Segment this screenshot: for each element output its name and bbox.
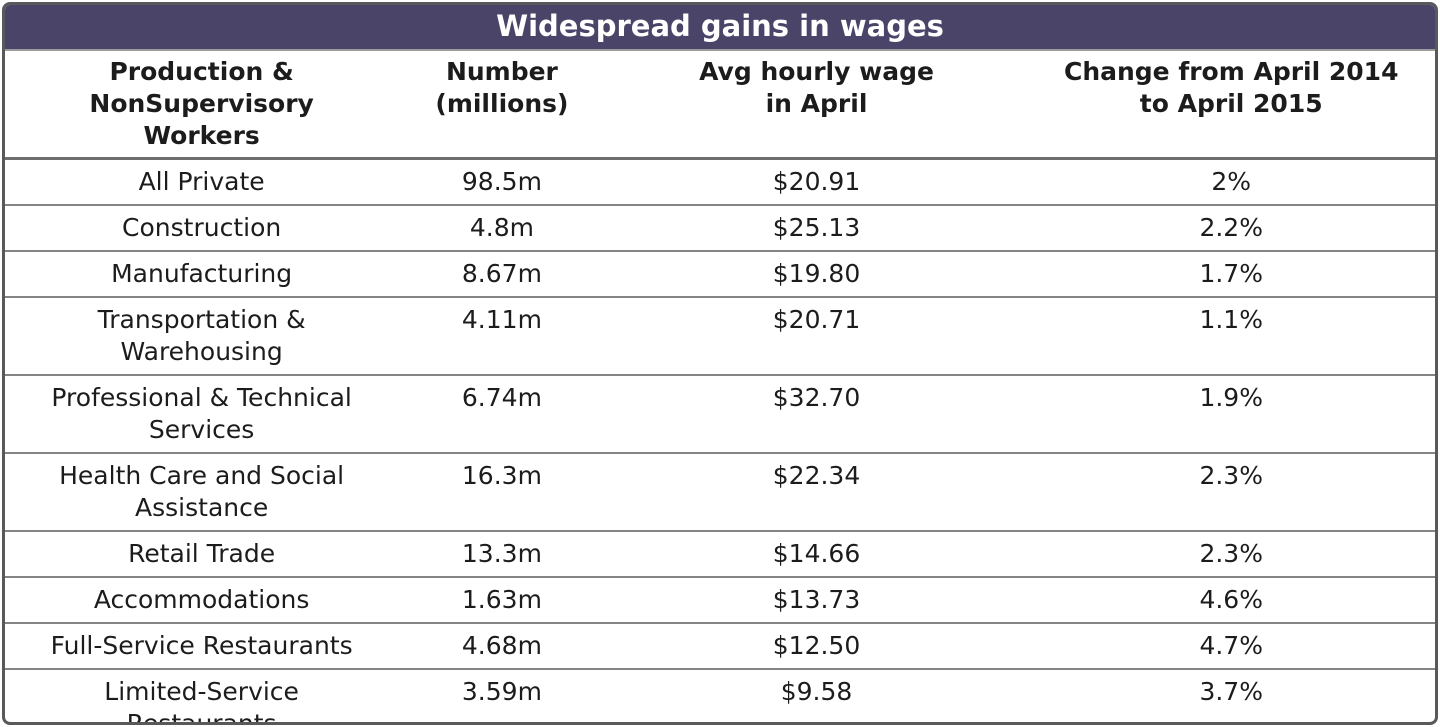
- cell-wage: $14.66: [772, 539, 861, 568]
- cell-change: 2%: [1211, 167, 1252, 196]
- table-header: Production & NonSupervisory Workers Numb…: [5, 51, 1435, 159]
- cell-wage: $32.70: [772, 383, 861, 412]
- cell-number: 6.74m: [461, 383, 542, 412]
- column-header-change: Change from April 2014 to April 2015: [1063, 57, 1399, 118]
- cell-category: All Private: [138, 167, 265, 196]
- table-title: Widespread gains in wages: [5, 5, 1435, 51]
- cell-number: 3.59m: [461, 677, 542, 706]
- cell-number: 8.67m: [461, 259, 542, 288]
- cell-category: Full-Service Restaurants: [50, 631, 353, 660]
- cell-category: Limited-Service Restaurants: [104, 677, 299, 725]
- cell-change: 1.1%: [1199, 305, 1263, 334]
- cell-category: Health Care and Social Assistance: [59, 461, 345, 522]
- cell-wage: $22.34: [772, 461, 861, 490]
- column-header-workers: Production & NonSupervisory Workers: [89, 57, 314, 150]
- cell-number: 1.63m: [461, 585, 542, 614]
- cell-number: 13.3m: [461, 539, 542, 568]
- cell-change: 2.3%: [1199, 539, 1263, 568]
- cell-number: 16.3m: [461, 461, 542, 490]
- cell-change: 1.9%: [1199, 383, 1263, 412]
- column-header-wage: Avg hourly wage in April: [699, 57, 934, 118]
- cell-category: Retail Trade: [128, 539, 276, 568]
- cell-number: 4.68m: [461, 631, 542, 660]
- table-body: All Private 98.5m $20.91 2% Construction…: [5, 158, 1435, 725]
- cell-wage: $9.58: [780, 677, 853, 706]
- cell-number: 4.8m: [469, 213, 534, 242]
- cell-change: 2.2%: [1199, 213, 1263, 242]
- cell-category: Construction: [122, 213, 282, 242]
- table-row: Manufacturing 8.67m $19.80 1.7%: [5, 251, 1435, 297]
- table-row: Transportation & Warehousing 4.11m $20.7…: [5, 297, 1435, 375]
- table-row: Retail Trade 13.3m $14.66 2.3%: [5, 531, 1435, 577]
- cell-change: 1.7%: [1199, 259, 1263, 288]
- cell-wage: $12.50: [772, 631, 861, 660]
- table-row: Full-Service Restaurants 4.68m $12.50 4.…: [5, 623, 1435, 669]
- cell-number: 4.11m: [461, 305, 542, 334]
- cell-category: Transportation & Warehousing: [97, 305, 306, 366]
- table-row: Accommodations 1.63m $13.73 4.6%: [5, 577, 1435, 623]
- cell-wage: $19.80: [772, 259, 861, 288]
- wages-table: Production & NonSupervisory Workers Numb…: [5, 51, 1435, 725]
- cell-wage: $13.73: [772, 585, 861, 614]
- table-row: Professional & Technical Services 6.74m …: [5, 375, 1435, 453]
- cell-change: 2.3%: [1199, 461, 1263, 490]
- cell-change: 3.7%: [1199, 677, 1263, 706]
- cell-change: 4.6%: [1199, 585, 1263, 614]
- table-row: Construction 4.8m $25.13 2.2%: [5, 205, 1435, 251]
- table-row: Health Care and Social Assistance 16.3m …: [5, 453, 1435, 531]
- cell-wage: $20.91: [772, 167, 861, 196]
- cell-wage: $25.13: [772, 213, 861, 242]
- cell-wage: $20.71: [772, 305, 861, 334]
- cell-category: Accommodations: [93, 585, 310, 614]
- table-row: All Private 98.5m $20.91 2%: [5, 158, 1435, 206]
- cell-number: 98.5m: [461, 167, 542, 196]
- cell-category: Manufacturing: [111, 259, 293, 288]
- cell-category: Professional & Technical Services: [51, 383, 352, 444]
- column-header-number: Number (millions): [435, 57, 569, 118]
- header-row: Production & NonSupervisory Workers Numb…: [5, 51, 1435, 159]
- table-row: Limited-Service Restaurants 3.59m $9.58 …: [5, 669, 1435, 725]
- cell-change: 4.7%: [1199, 631, 1263, 660]
